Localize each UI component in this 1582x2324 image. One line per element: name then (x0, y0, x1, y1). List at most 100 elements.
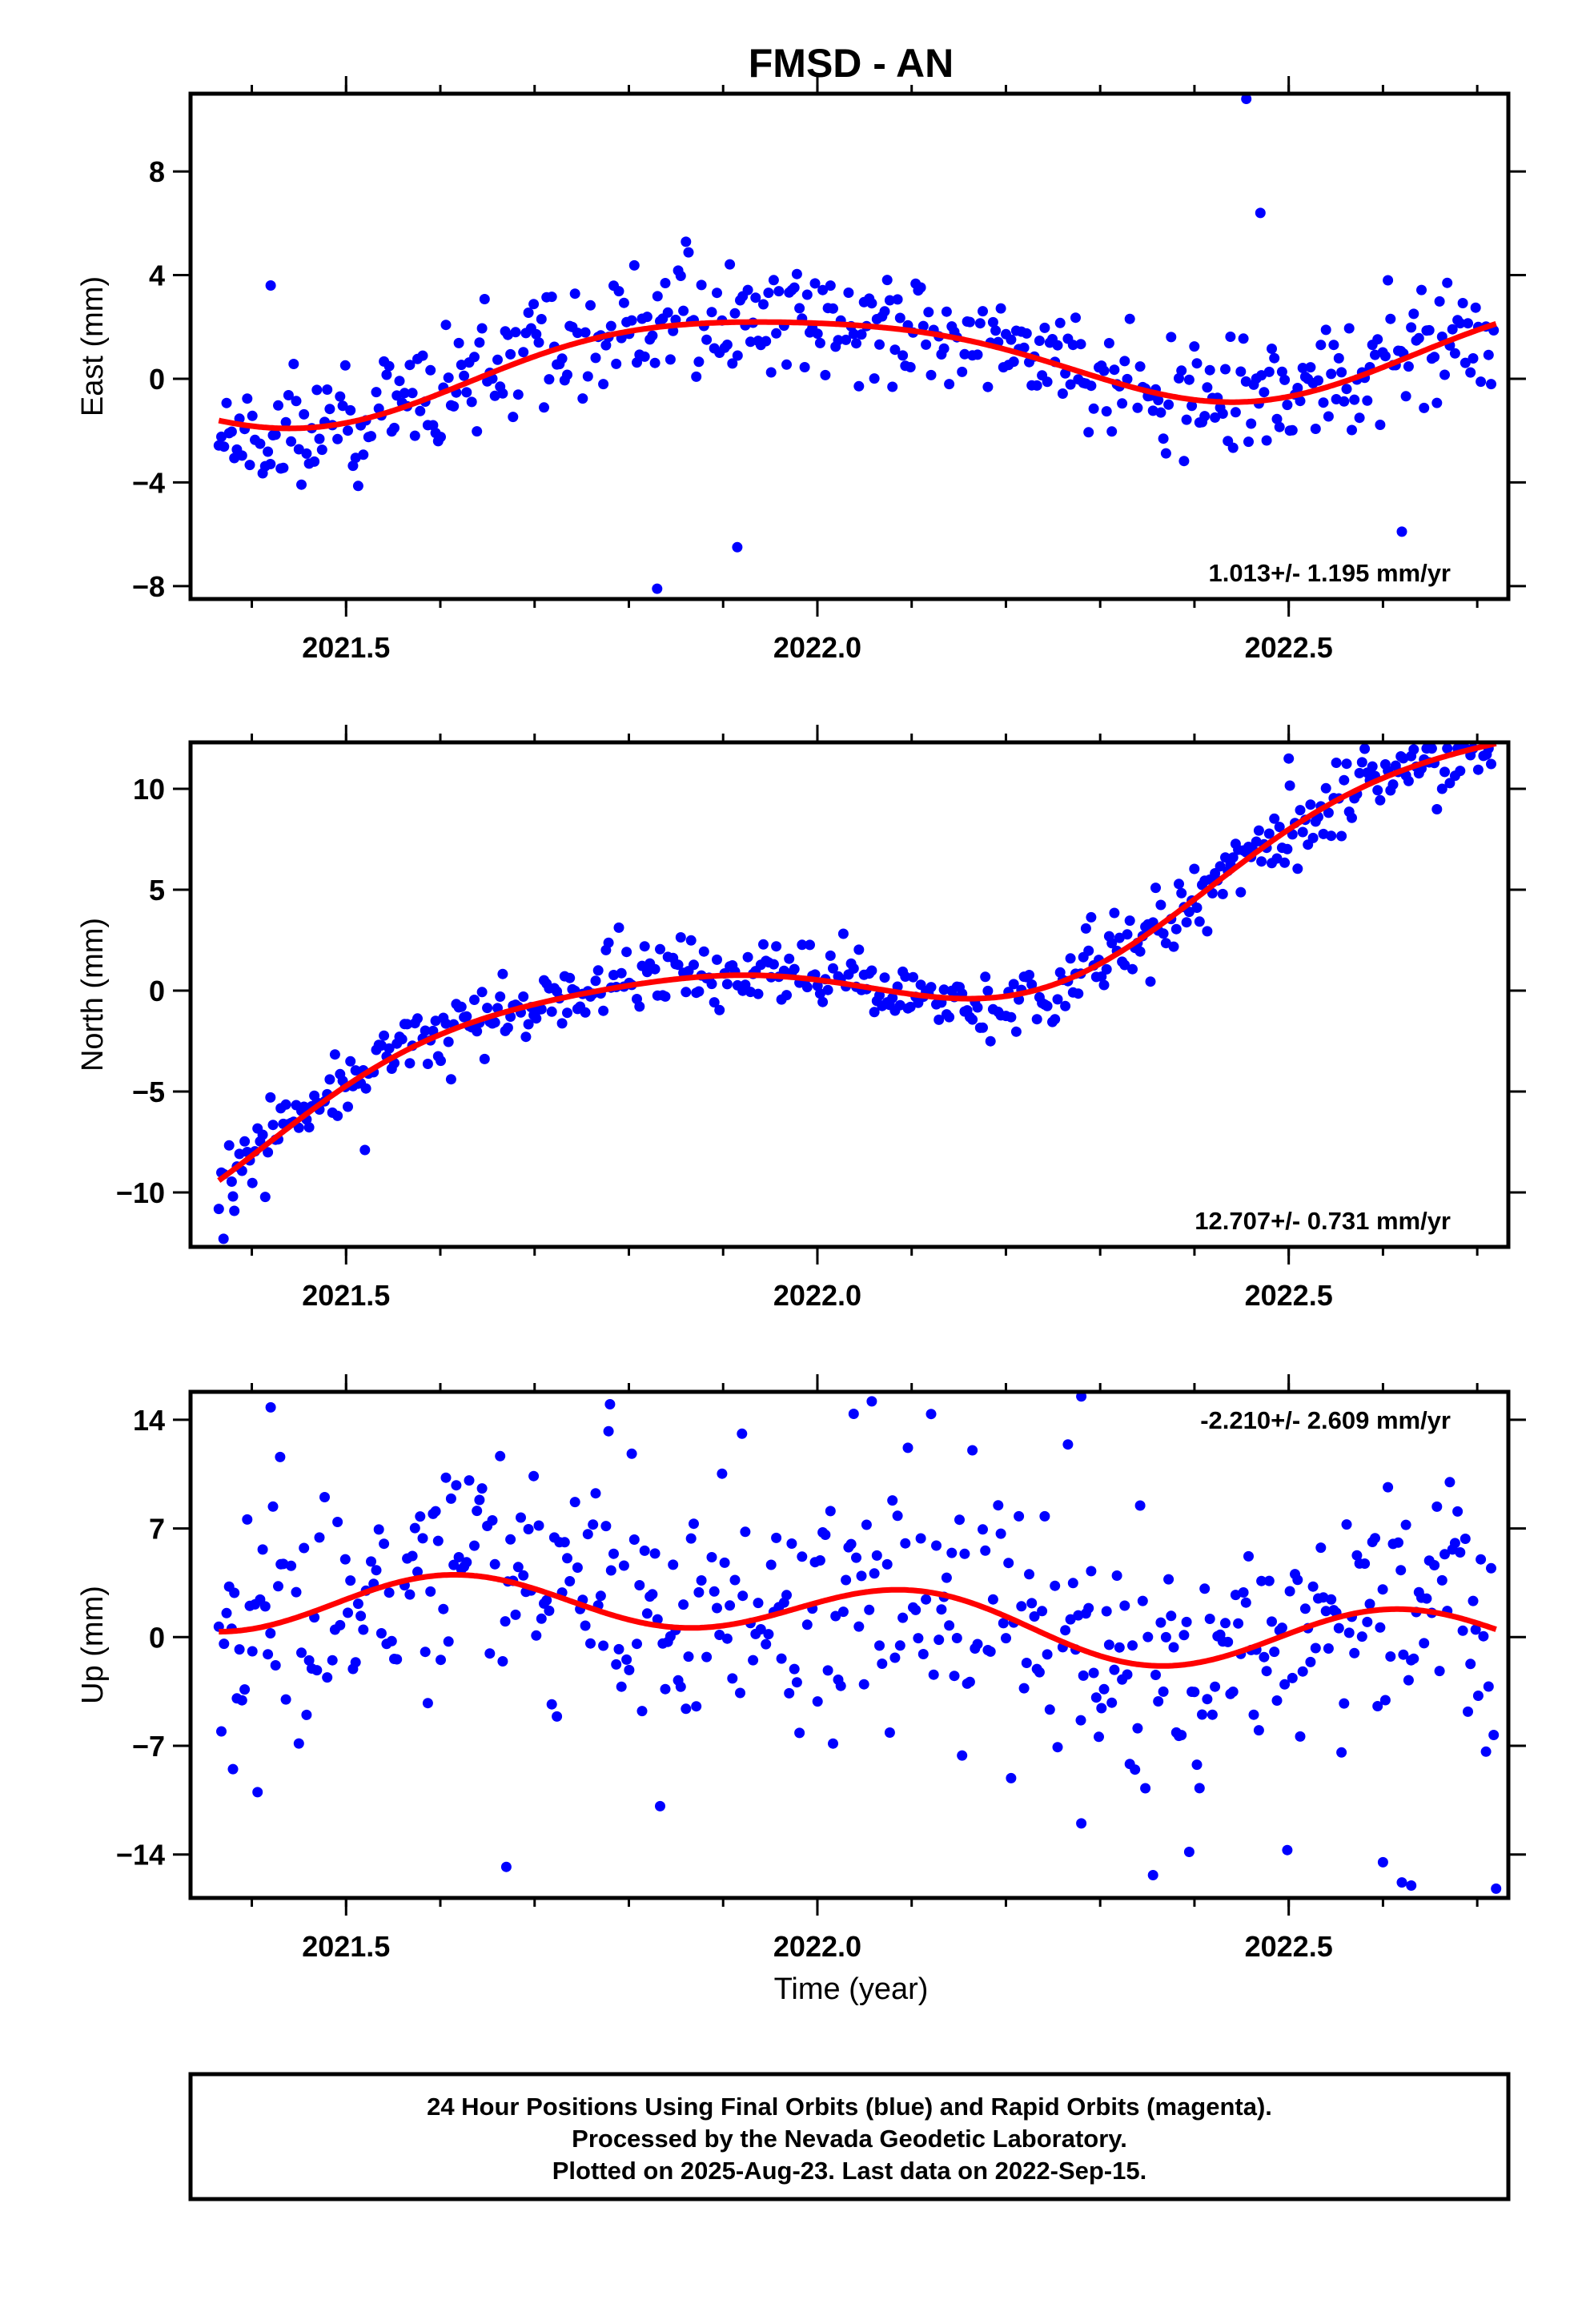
data-point (412, 1013, 423, 1024)
data-point (1393, 1537, 1403, 1548)
data-point (1127, 963, 1138, 975)
data-point (1240, 1597, 1251, 1608)
data-point (634, 1001, 645, 1012)
data-point (608, 970, 619, 980)
data-point (926, 1409, 937, 1420)
data-point (917, 1649, 929, 1659)
data-point (748, 1655, 759, 1666)
data-point (712, 954, 722, 965)
data-point (1323, 807, 1334, 818)
data-point (443, 1036, 454, 1047)
data-point (765, 1559, 777, 1570)
data-point (1413, 332, 1424, 344)
data-point (1406, 322, 1417, 333)
data-point (1339, 1698, 1350, 1709)
data-point (1359, 1558, 1371, 1569)
data-point (1238, 333, 1249, 344)
data-point (1297, 363, 1308, 373)
data-point (985, 1035, 996, 1047)
data-point (889, 1652, 901, 1663)
data-point (259, 1601, 271, 1612)
data-point (234, 1644, 245, 1655)
data-point (624, 1664, 635, 1675)
data-point (263, 446, 274, 457)
data-point (1230, 407, 1241, 418)
data-point (324, 404, 335, 415)
data-point (319, 1492, 330, 1502)
data-point (1284, 780, 1295, 791)
data-point (714, 1630, 725, 1640)
data-point (1295, 396, 1306, 407)
data-point (789, 963, 800, 975)
data-point (1176, 887, 1187, 899)
data-point (647, 1589, 658, 1600)
data-point (1080, 923, 1091, 934)
data-point (347, 460, 359, 472)
data-point (1034, 336, 1045, 346)
data-point (905, 362, 916, 372)
data-point (1403, 361, 1414, 372)
data-point (1088, 403, 1099, 414)
data-point (926, 982, 937, 993)
data-point (1183, 1847, 1195, 1857)
data-point (469, 1540, 480, 1551)
data-point (662, 307, 673, 318)
data-point (219, 1638, 230, 1650)
data-point (1326, 830, 1337, 842)
data-point (1122, 373, 1133, 384)
data-point (227, 1191, 239, 1202)
data-point (1372, 1701, 1383, 1711)
data-point (843, 287, 854, 298)
data-point (582, 371, 593, 382)
data-point (343, 1101, 353, 1112)
data-point (696, 1575, 707, 1586)
data-point (1052, 994, 1063, 1005)
data-point (621, 1654, 632, 1665)
data-point (1486, 758, 1496, 770)
data-point (1341, 384, 1352, 395)
data-point (729, 308, 741, 319)
data-point (265, 1092, 276, 1103)
data-point (265, 1401, 276, 1413)
data-point (967, 1445, 978, 1456)
data-point (660, 991, 671, 1002)
y-axis-label: North (mm) (76, 918, 110, 1072)
x-tick-label: 2021.5 (302, 1279, 390, 1312)
data-point (675, 932, 686, 943)
data-point (809, 278, 821, 289)
data-point (632, 1638, 642, 1650)
data-point (242, 393, 253, 404)
data-point (432, 1535, 444, 1546)
data-point (497, 1656, 508, 1667)
data-point (448, 1559, 460, 1570)
data-point (1194, 1783, 1205, 1794)
data-point (1150, 883, 1161, 894)
data-point (980, 971, 991, 983)
data-point (1241, 94, 1252, 104)
data-point (740, 1526, 751, 1538)
data-point (1307, 832, 1319, 843)
data-point (1042, 376, 1053, 388)
data-point (921, 1594, 932, 1605)
data-point (1284, 1586, 1295, 1597)
data-point (1130, 1764, 1141, 1775)
data-point (1114, 1642, 1125, 1653)
data-point (978, 1022, 988, 1033)
data-point (681, 236, 692, 247)
data-point (443, 372, 454, 384)
data-point (510, 327, 521, 338)
data-point (1276, 366, 1287, 377)
data-point (562, 1007, 572, 1019)
data-point (938, 343, 950, 354)
data-point (332, 1517, 343, 1527)
data-point (1181, 414, 1192, 425)
data-point (1449, 348, 1460, 359)
data-point (673, 959, 684, 971)
data-point (1137, 1595, 1148, 1606)
data-point (528, 1470, 540, 1482)
data-point (1339, 396, 1350, 407)
data-point (1372, 334, 1383, 345)
data-point (698, 946, 709, 957)
data-point (649, 963, 661, 975)
data-point (595, 1590, 606, 1602)
